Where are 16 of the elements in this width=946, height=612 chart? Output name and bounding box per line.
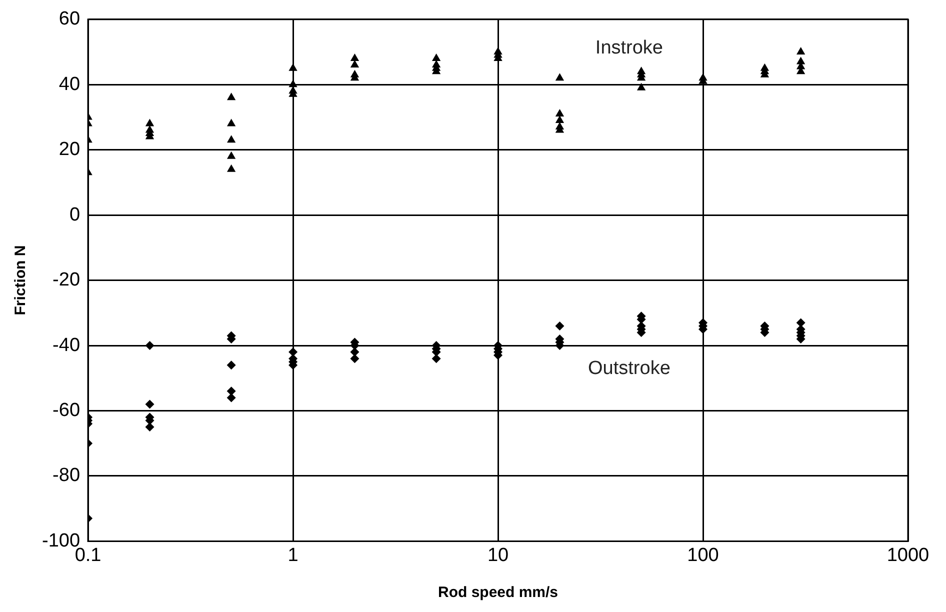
y-tick-label: -20 — [52, 270, 80, 291]
x-tick-label: 10 — [487, 544, 509, 566]
y-tick-label: 40 — [58, 74, 80, 95]
y-tick-label: -40 — [52, 334, 80, 356]
x-tick-label: 100 — [687, 544, 719, 566]
x-axis-title: Rod speed mm/s — [438, 584, 558, 602]
y-tick-label: 60 — [58, 8, 80, 30]
y-tick-label: 0 — [69, 204, 80, 226]
x-tick-label: 1 — [288, 544, 298, 566]
y-tick-label: 20 — [58, 139, 80, 160]
series-label: Outstroke — [588, 358, 670, 380]
y-tick-label: -80 — [52, 465, 80, 486]
series-label: Instroke — [595, 37, 664, 58]
y-tick-label: -60 — [52, 400, 80, 421]
y-axis-title: Friction N — [12, 245, 30, 316]
x-tick-label: 1000 — [886, 544, 930, 566]
